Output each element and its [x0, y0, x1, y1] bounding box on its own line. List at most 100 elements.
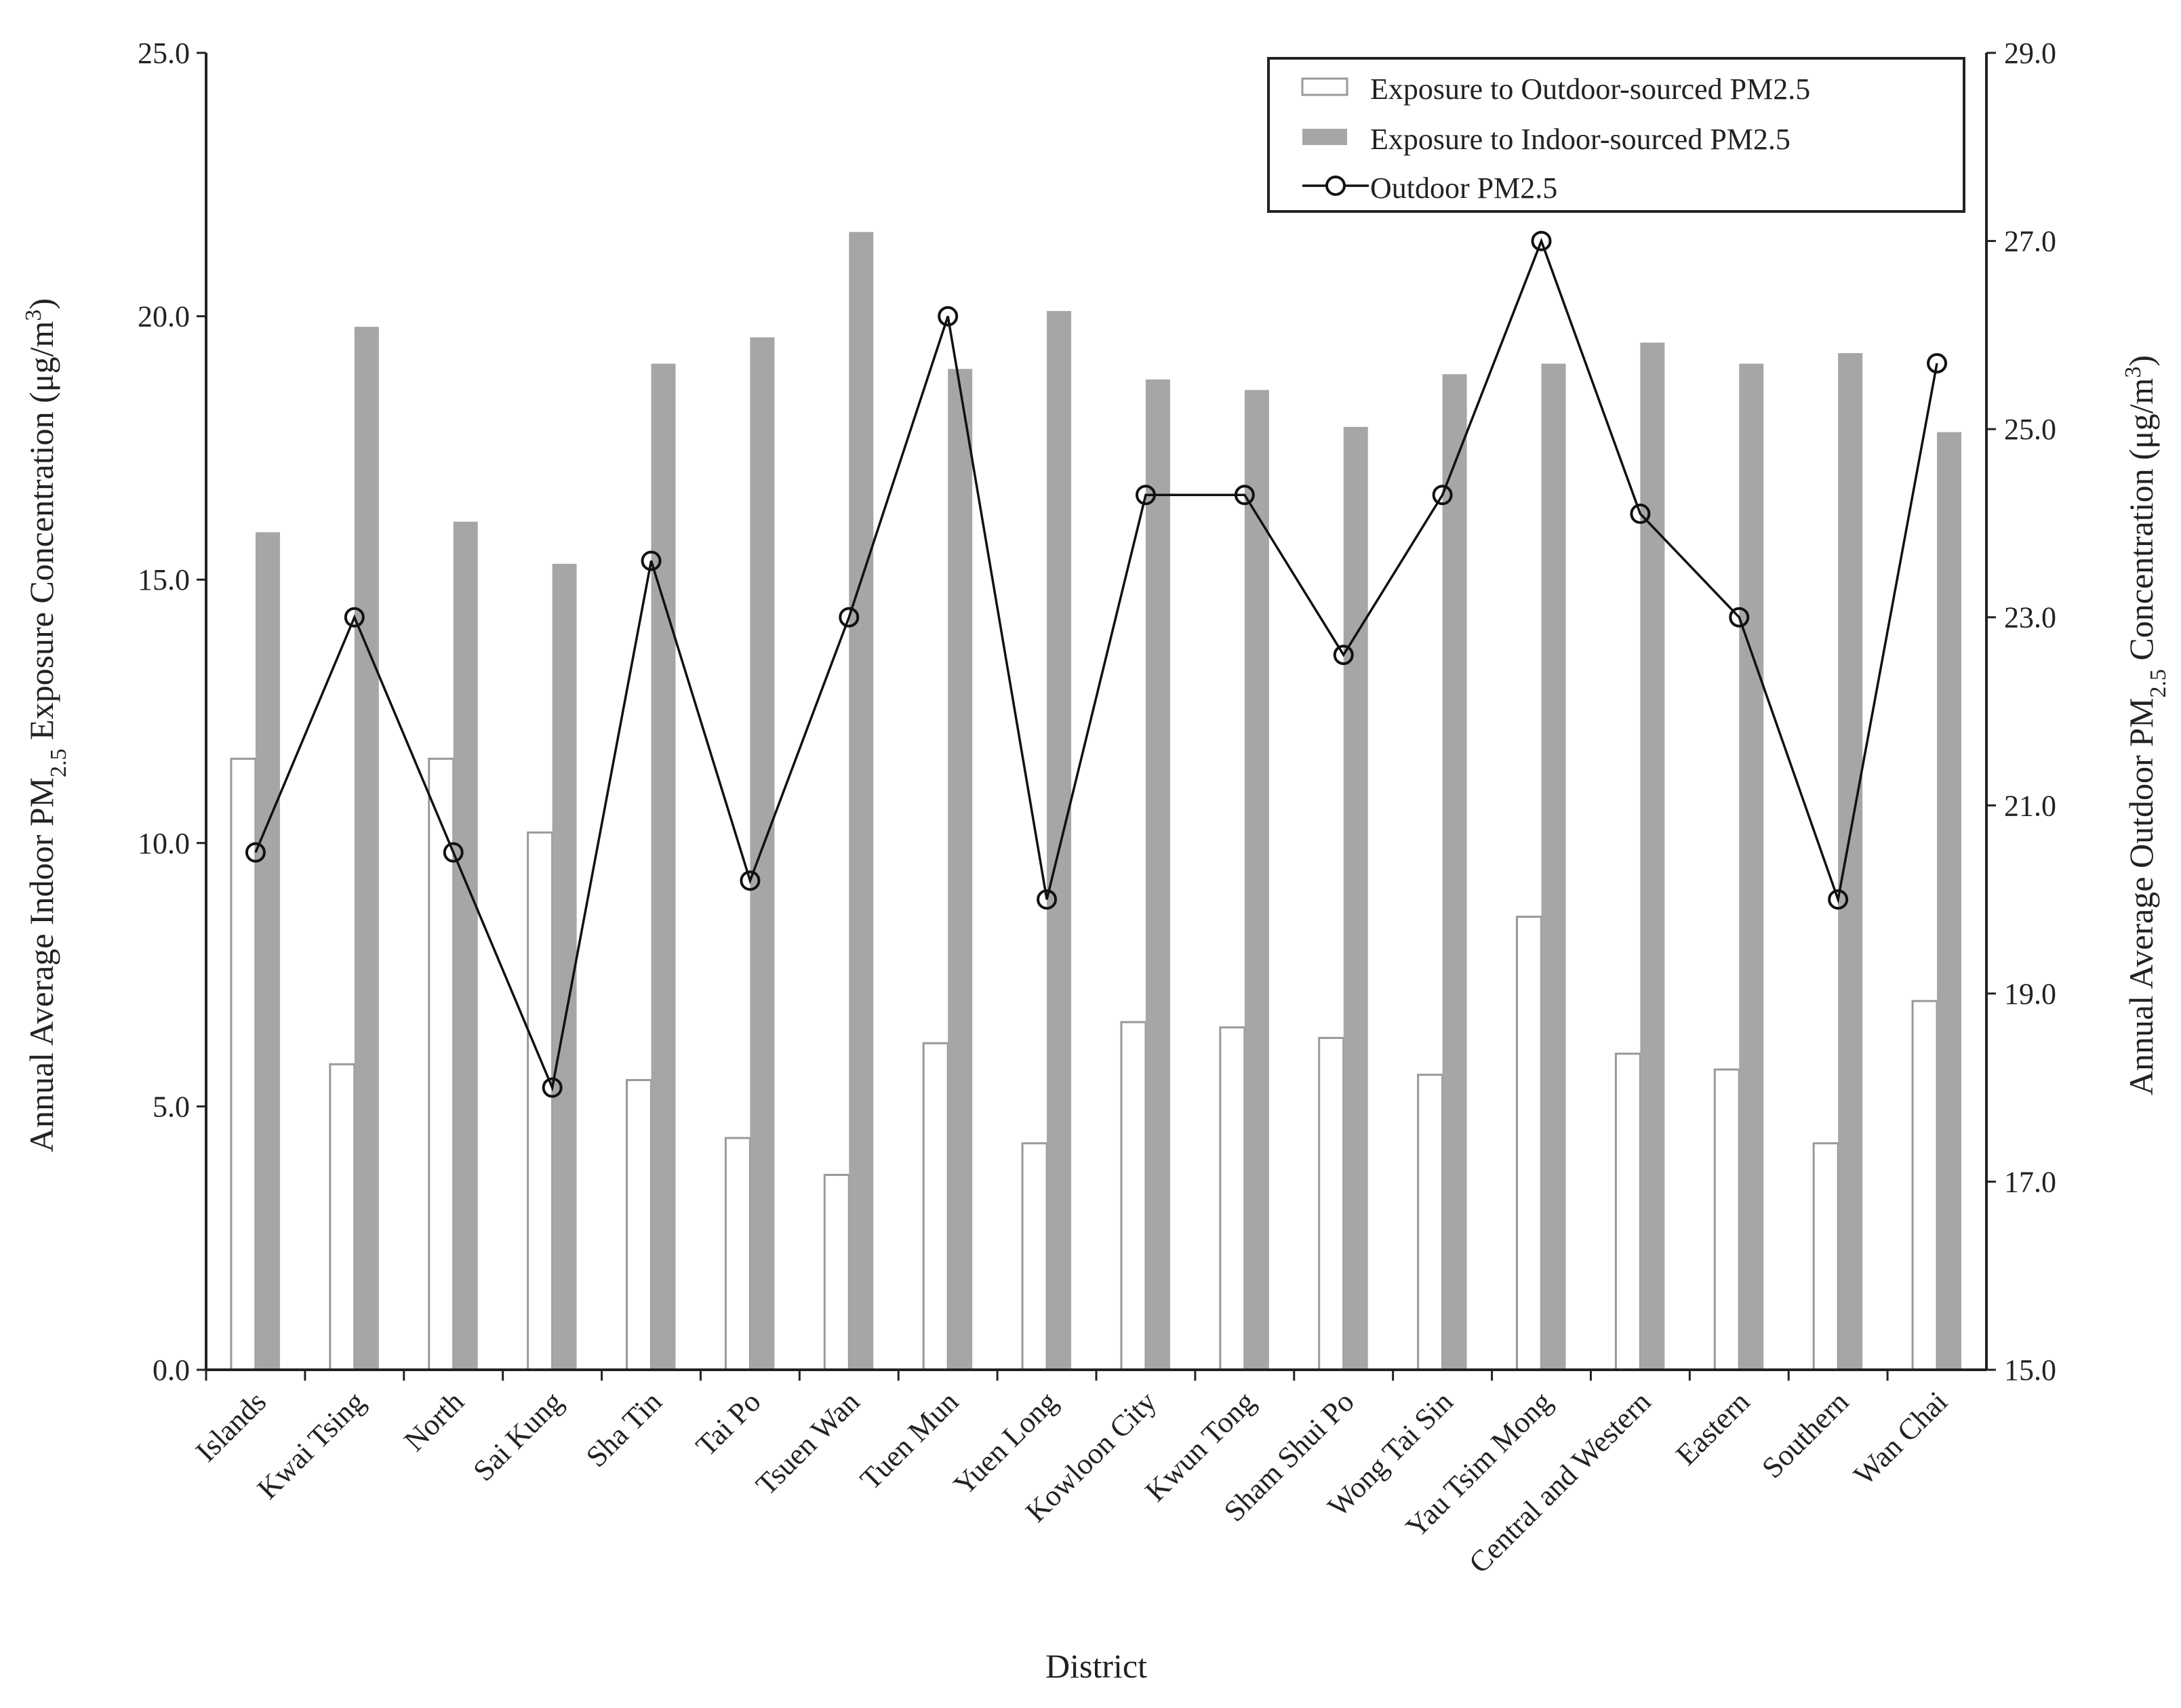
axis-title-part: 3	[2121, 367, 2146, 378]
bar-outdoor-sourced	[1516, 916, 1542, 1371]
bar-outdoor-sourced	[626, 1079, 652, 1371]
legend: Exposure to Outdoor-sourced PM2.5 Exposur…	[1267, 57, 1965, 213]
bar-outdoor-sourced	[230, 757, 257, 1371]
line-marker	[740, 870, 761, 891]
y-tick-label: 5.0	[153, 1090, 190, 1123]
legend-swatch-indoor-sourced	[1302, 129, 1347, 145]
line-marker	[1828, 889, 1849, 910]
line-marker	[1729, 607, 1750, 628]
bar-outdoor-sourced	[1318, 1036, 1345, 1371]
bar-outdoor-sourced	[1219, 1026, 1246, 1371]
bar-indoor-sourced	[453, 521, 478, 1370]
bar-outdoor-sourced	[922, 1042, 949, 1371]
bar-indoor-sourced	[1343, 426, 1368, 1370]
x-tick-label: Sai Kung	[466, 1385, 569, 1487]
axis-title-part: Concentration (μg/m	[2122, 378, 2160, 669]
line-marker	[344, 607, 365, 628]
axis-title-part: 3	[21, 310, 46, 321]
bar-indoor-sourced	[1145, 379, 1170, 1370]
bar-outdoor-sourced	[724, 1137, 751, 1371]
line-marker	[1037, 889, 1058, 910]
axis-title-part: )	[2122, 355, 2160, 367]
line-marker	[1333, 645, 1354, 666]
x-tick-label: Kwai Tsing	[251, 1385, 372, 1505]
bar-outdoor-sourced	[1021, 1142, 1048, 1371]
y2-tick-label: 21.0	[2004, 789, 2056, 822]
line-marker	[641, 550, 662, 571]
bar-indoor-sourced	[948, 369, 973, 1370]
y2-tick-label: 29.0	[2004, 37, 2056, 70]
x-tick-label: Central and Western	[1462, 1385, 1657, 1579]
bar-indoor-sourced	[552, 563, 577, 1370]
y2-tick-label: 27.0	[2004, 225, 2056, 258]
bar-outdoor-sourced	[1713, 1068, 1740, 1371]
y-tick-label: 15.0	[138, 563, 190, 596]
line-marker	[1630, 504, 1651, 525]
bar-indoor-sourced	[1244, 390, 1269, 1370]
y2-tick-label: 19.0	[2004, 977, 2056, 1011]
x-tick-label: Eastern	[1669, 1385, 1756, 1471]
bar-outdoor-sourced	[1911, 1000, 1938, 1371]
legend-label: Exposure to Outdoor-sourced PM2.5	[1370, 73, 1810, 106]
line-marker	[1234, 485, 1255, 506]
bar-outdoor-sourced	[527, 831, 554, 1371]
legend-box	[1267, 57, 1965, 213]
axis-title-part: 2.5	[46, 748, 71, 777]
line-marker	[245, 842, 266, 863]
bar-indoor-sourced	[1640, 342, 1665, 1370]
bar-outdoor-sourced	[428, 757, 455, 1371]
y-tick-label: 0.0	[153, 1354, 190, 1387]
legend-label: Exposure to Indoor-sourced PM2.5	[1370, 123, 1790, 156]
bar-outdoor-sourced	[823, 1173, 850, 1371]
bar-outdoor-sourced	[1812, 1142, 1839, 1371]
x-tick-label: Tai Po	[689, 1385, 767, 1463]
axis-title-part: Annual Average Outdoor PM	[2122, 698, 2160, 1095]
bar-indoor-sourced	[849, 232, 874, 1370]
y2-tick-label: 25.0	[2004, 413, 2056, 446]
y2-tick-label: 15.0	[2004, 1354, 2056, 1387]
bar-indoor-sourced	[1937, 432, 1962, 1370]
line-marker	[1531, 230, 1552, 251]
x-tick-label: Tsuen Wan	[749, 1385, 866, 1501]
axis-title-part: )	[22, 298, 60, 310]
line-marker	[542, 1077, 563, 1098]
x-tick-label: North	[398, 1385, 471, 1457]
x-tick-label: Southern	[1755, 1385, 1855, 1484]
bar-indoor-sourced	[1739, 363, 1764, 1370]
line-marker	[938, 306, 959, 327]
line-marker	[443, 842, 464, 863]
line-marker	[839, 607, 860, 628]
bar-outdoor-sourced	[1417, 1074, 1444, 1371]
legend-label: Outdoor PM2.5	[1370, 171, 1557, 205]
bar-indoor-sourced	[750, 337, 775, 1370]
axis-title-part: Exposure Concentration (μg/m	[22, 321, 60, 748]
legend-marker	[1325, 176, 1346, 196]
legend-swatch-outdoor-sourced	[1301, 77, 1348, 96]
line-marker	[1927, 352, 1948, 373]
bar-outdoor-sourced	[1614, 1053, 1641, 1371]
y2-tick-label: 23.0	[2004, 601, 2056, 634]
line-marker	[1432, 485, 1453, 506]
y-tick-label: 25.0	[138, 37, 190, 70]
bar-indoor-sourced	[1047, 310, 1072, 1370]
x-tick-label: Islands	[189, 1385, 273, 1468]
bar-outdoor-sourced	[329, 1063, 356, 1371]
x-axis-title: District	[1045, 1647, 1147, 1685]
axis-title-part: 2.5	[2146, 669, 2171, 698]
y-tick-label: 10.0	[138, 827, 190, 860]
bar-indoor-sourced	[255, 532, 280, 1370]
bar-outdoor-sourced	[1120, 1021, 1147, 1371]
y-tick-label: 20.0	[138, 300, 190, 333]
bar-indoor-sourced	[1541, 363, 1566, 1370]
bar-indoor-sourced	[1442, 374, 1467, 1370]
y2-axis-title: Annual Average Outdoor PM2.5 Concentrati…	[2121, 355, 2171, 1095]
series-line-outdoor-pm25	[254, 237, 1938, 1092]
y-axis-title: Annual Average Indoor PM2.5 Exposure Con…	[21, 298, 71, 1152]
bars-layer	[230, 232, 1962, 1371]
bar-indoor-sourced	[1838, 353, 1863, 1370]
y2-tick-label: 17.0	[2004, 1165, 2056, 1198]
bar-indoor-sourced	[651, 363, 676, 1370]
line-layer	[245, 230, 1948, 1098]
